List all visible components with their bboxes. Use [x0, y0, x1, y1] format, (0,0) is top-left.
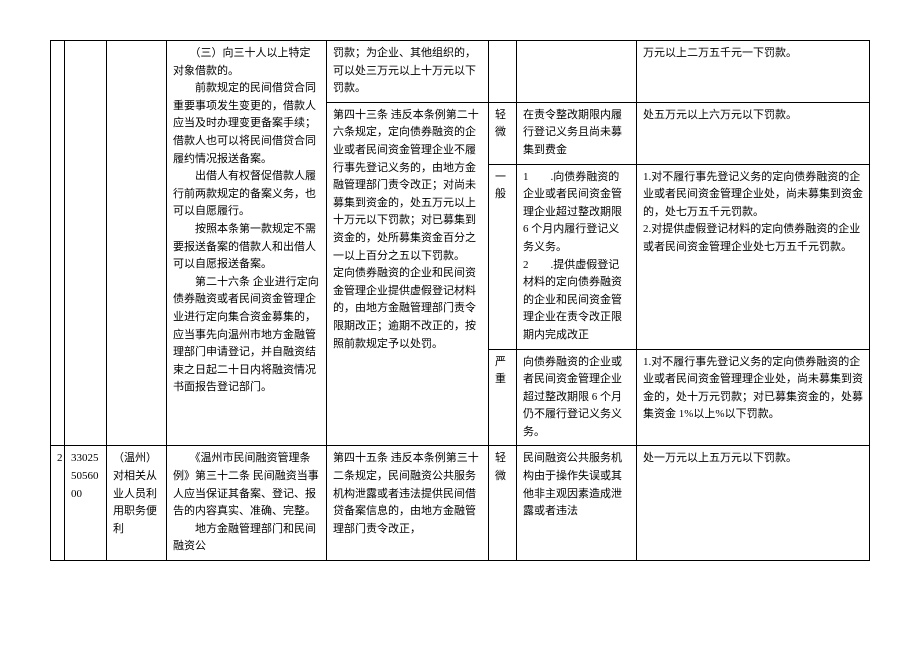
cell-r1-level-c: 一般	[489, 164, 517, 349]
cell-r2-idx: 2	[51, 446, 65, 561]
cell-r1-detail-b: 处五万元以上六万元以下罚款。	[637, 102, 870, 164]
cell-r1-detail-d: 1.对不履行事先登记义务的定向债券融资的企业或者民间资金管理理企业处，尚未募集到…	[637, 349, 870, 446]
cell-r1-idx	[51, 41, 65, 446]
cell-r1-detail-c: 1.对不履行事先登记义务的定向债券融资的企业或者民间资金管理企业处，尚未募集到资…	[637, 164, 870, 349]
cell-r1-penalty-b: 第四十三条 违反本条例第二十六条规定，定向债券融资的企业或者民间资金管理企业不履…	[327, 102, 489, 446]
cell-r2-level: 轻微	[489, 446, 517, 561]
cell-r1-detail-a: 万元以上二万五千元一下罚款。	[637, 41, 870, 103]
cell-r2-basis: 《温州市民间融资管理条例》第三十二条 民间融资当事人应当保证其备案、登记、报告的…	[167, 446, 327, 561]
cell-r1-cond-a	[517, 41, 637, 103]
cell-r2-penalty: 第四十五条 违反本条例第三十二条规定，民间融资公共服务机构泄露或者违法提供民间借…	[327, 446, 489, 561]
cell-r1-penalty-a: 罚款；为企业、其他组织的，可以处三万元以上十万元以下罚款。	[327, 41, 489, 103]
cell-r2-title: （温州）对相关从业人员利用职务便利	[107, 446, 167, 561]
cell-r1-level-d: 严重	[489, 349, 517, 446]
cell-r1-level-a	[489, 41, 517, 103]
cell-r1-level-b: 轻微	[489, 102, 517, 164]
cell-r1-cond-d: 向债券融资的企业或者民间资金管理企业超过整改期限 6 个月仍不履行登记义务义务。	[517, 349, 637, 446]
cell-r1-title	[107, 41, 167, 446]
cell-r1-basis: （三）向三十人以上特定对象借款的。 前款规定的民间借贷合同重要事项发生变更的，借…	[167, 41, 327, 446]
cell-r1-code	[65, 41, 107, 446]
cell-r2-detail: 处一万元以上五万元以下罚款。	[637, 446, 870, 561]
cell-r1-cond-c: 1 .向债券融资的企业或者民间资金管理企业超过整改期限 6 个月内履行登记义务义…	[517, 164, 637, 349]
cell-r2-cond: 民间融资公共服务机构由于操作失误或其他非主观因素造成泄露或者违法	[517, 446, 637, 561]
cell-r1-cond-b: 在责令整改期限内履行登记义务且尚未募集到费金	[517, 102, 637, 164]
regulation-table: （三）向三十人以上特定对象借款的。 前款规定的民间借贷合同重要事项发生变更的，借…	[50, 40, 870, 561]
cell-r2-code: 330255056000	[65, 446, 107, 561]
